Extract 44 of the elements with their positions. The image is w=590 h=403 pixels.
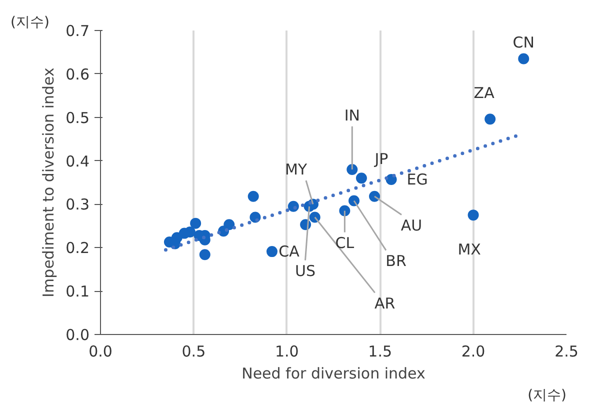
x-tick-label: 2.5 (554, 342, 578, 360)
point (356, 172, 367, 184)
point (348, 195, 360, 206)
y-tick-label: 0.7 (66, 22, 90, 40)
annotation: IN (344, 106, 360, 125)
annotation: EG (406, 170, 428, 188)
x-tick-label: 1.0 (274, 342, 299, 360)
annotation: JP (374, 150, 388, 168)
x-tick-label: 0.0 (88, 342, 112, 360)
annotation: CA (278, 242, 300, 261)
point (518, 53, 530, 64)
y-tick-label: 0.5 (66, 108, 90, 127)
y-tick-label: 0.6 (66, 65, 90, 84)
point (339, 205, 350, 216)
x-tick-label: 0.5 (182, 342, 206, 360)
annotation: AR (374, 294, 396, 312)
point (266, 246, 278, 258)
annotation: BR (386, 252, 406, 270)
y-tick-label: 0.3 (66, 196, 90, 214)
point (369, 190, 380, 202)
point (468, 210, 479, 221)
point (199, 249, 210, 260)
y-tick-label: 0.2 (66, 239, 90, 258)
annotation: ZA (474, 84, 496, 102)
x-axis-title: Need for diversion index (242, 364, 426, 382)
x-tick-label: 1.5 (368, 342, 392, 360)
y-tick-label: 0.4 (66, 152, 90, 170)
annotation: CN (512, 34, 534, 52)
y-axis-title: Impediment to diversion index (40, 68, 58, 298)
point (309, 212, 320, 223)
text: (지수) (10, 14, 50, 30)
point (248, 190, 259, 202)
y-tick-label: 0.0 (66, 326, 90, 344)
annotation: US (295, 262, 316, 280)
annotation: AU (400, 216, 422, 235)
point (190, 218, 202, 229)
annotation: MY (284, 160, 308, 179)
annotation: CL (335, 234, 355, 252)
text: (지수) (528, 388, 567, 403)
x-tick-label: 2.0 (461, 342, 486, 360)
annotation: MX (458, 240, 481, 259)
point (346, 164, 358, 175)
point (484, 114, 496, 125)
y-tick-label: 0.1 (66, 282, 90, 301)
